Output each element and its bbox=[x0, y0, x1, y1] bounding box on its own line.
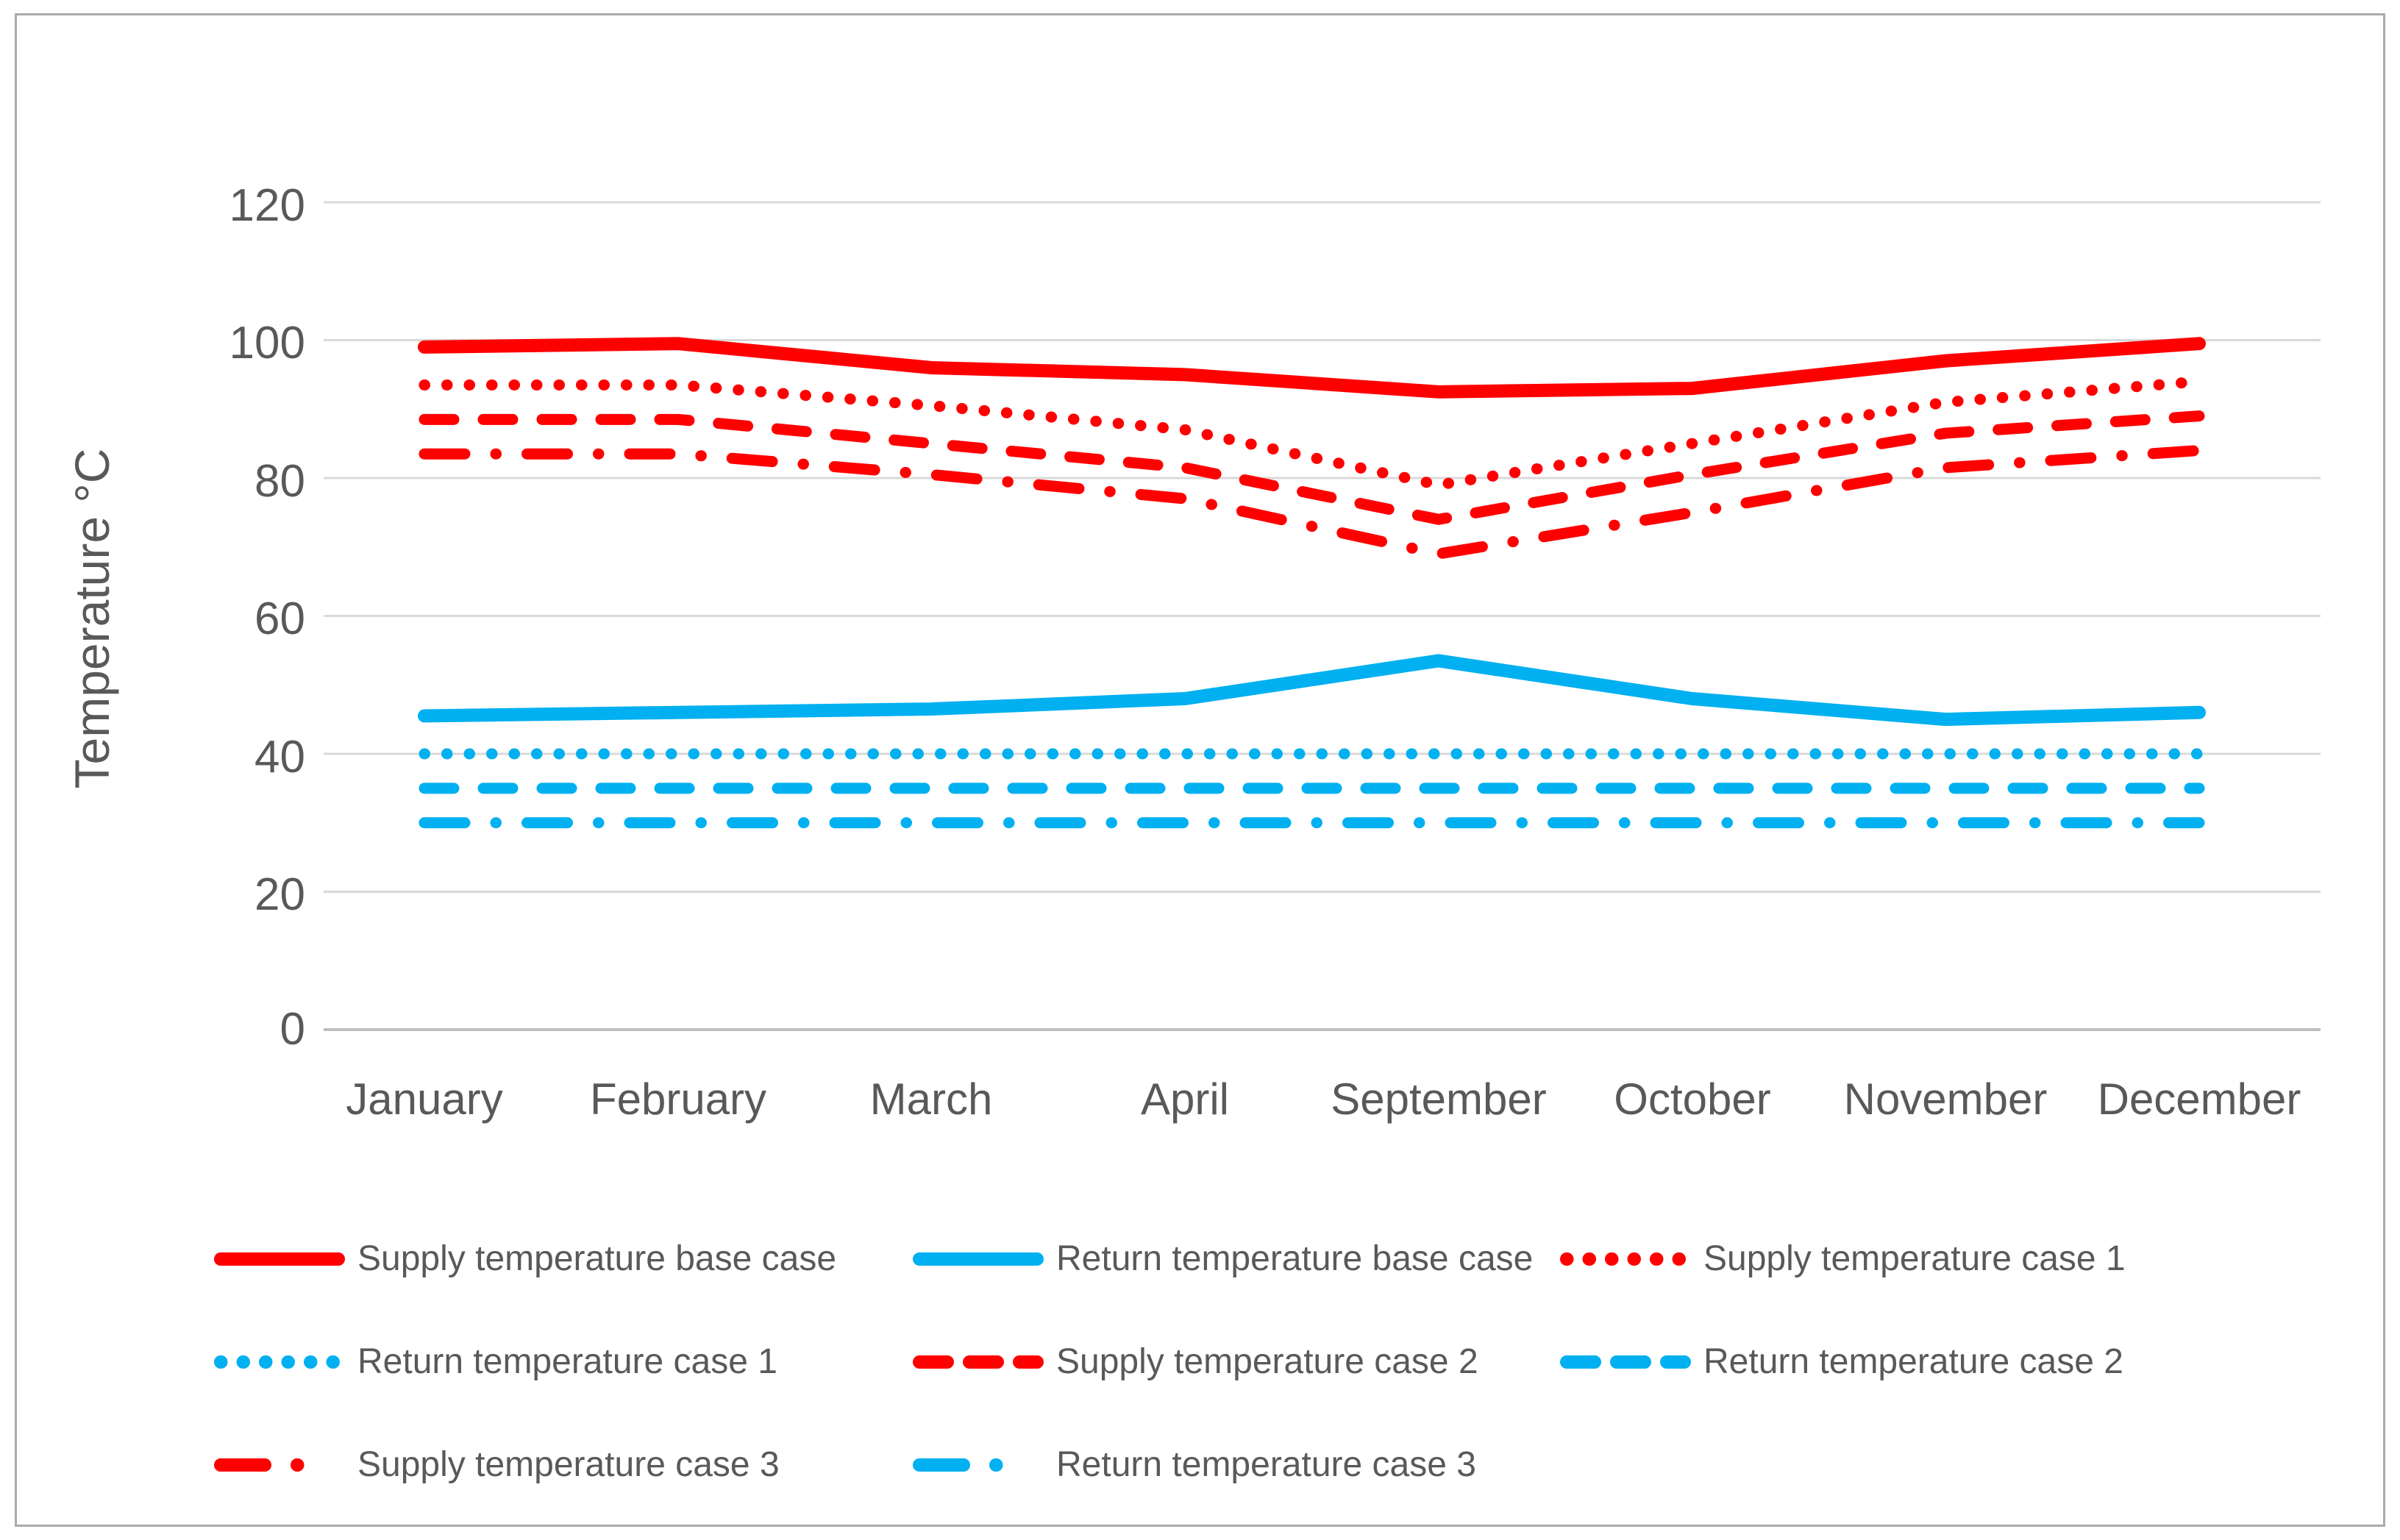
x-tick-label: November bbox=[1843, 1074, 2048, 1124]
x-tick-label: December bbox=[2097, 1074, 2301, 1124]
x-tick-label: February bbox=[589, 1074, 767, 1124]
y-axis-title: Temperature °C bbox=[65, 448, 119, 789]
y-tick-label: 120 bbox=[229, 180, 305, 231]
y-tick-label: 80 bbox=[254, 456, 305, 507]
y-tick-label: 60 bbox=[254, 593, 305, 644]
y-tick-label: 0 bbox=[279, 1004, 305, 1055]
legend-swatch bbox=[214, 1355, 345, 1369]
x-tick-label: October bbox=[1614, 1074, 1771, 1124]
legend-item: Supply temperature base case bbox=[213, 1237, 836, 1281]
legend-label: Return temperature case 1 bbox=[357, 1342, 777, 1381]
legend-label: Return temperature case 3 bbox=[1056, 1445, 1476, 1484]
legend-label: Return temperature case 2 bbox=[1703, 1342, 2123, 1381]
x-tick-label: April bbox=[1140, 1074, 1230, 1124]
legend-label: Supply temperature case 2 bbox=[1056, 1342, 1478, 1381]
x-tick-label: September bbox=[1331, 1074, 1547, 1124]
y-tick-label: 100 bbox=[229, 318, 305, 368]
legend-item: Return temperature base case bbox=[912, 1237, 1533, 1281]
legend-swatch bbox=[214, 1252, 345, 1266]
legend-label: Supply temperature case 3 bbox=[357, 1445, 780, 1484]
legend-item: Supply temperature case 3 bbox=[213, 1443, 780, 1487]
legend-swatch bbox=[913, 1458, 1011, 1472]
x-tick-label: January bbox=[346, 1074, 503, 1124]
legend-label: Supply temperature case 1 bbox=[1703, 1239, 2126, 1278]
y-tick-label: 20 bbox=[254, 869, 305, 920]
legend-label: Supply temperature base case bbox=[357, 1239, 837, 1278]
chart-border bbox=[15, 13, 2385, 1527]
legend-item: Return temperature case 2 bbox=[1559, 1340, 2123, 1384]
legend-label: Return temperature base case bbox=[1056, 1239, 1534, 1278]
legend-item: Supply temperature case 1 bbox=[1559, 1237, 2126, 1281]
legend-swatch bbox=[913, 1355, 1044, 1369]
legend-item: Return temperature case 1 bbox=[213, 1340, 777, 1384]
legend-swatch bbox=[1560, 1252, 1691, 1266]
y-tick-label: 40 bbox=[254, 732, 305, 783]
x-tick-label: March bbox=[869, 1074, 993, 1124]
legend-item: Supply temperature case 2 bbox=[912, 1340, 1478, 1384]
legend-swatch bbox=[913, 1252, 1044, 1266]
legend-swatch bbox=[214, 1458, 312, 1472]
legend-item: Return temperature case 3 bbox=[912, 1443, 1476, 1487]
legend-swatch bbox=[1560, 1355, 1691, 1369]
